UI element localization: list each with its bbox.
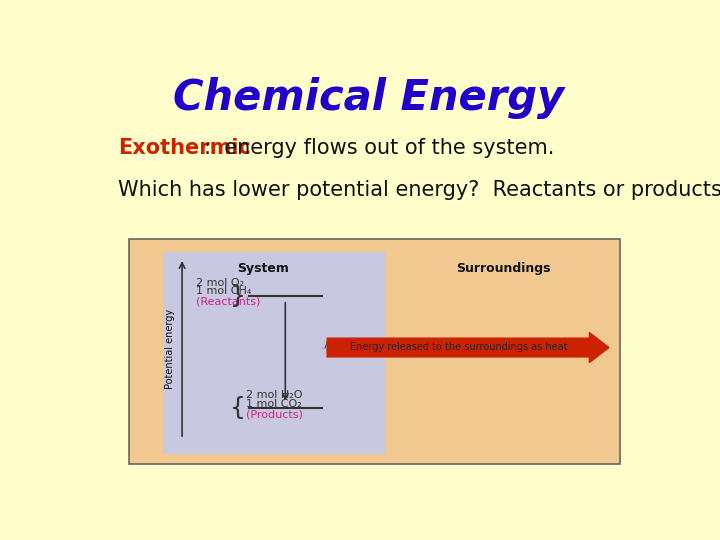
- Text: (Products): (Products): [246, 409, 303, 419]
- Text: :  energy flows out of the system.: : energy flows out of the system.: [204, 138, 555, 158]
- Text: 2 mol O₂: 2 mol O₂: [196, 278, 244, 288]
- Text: Exothermic: Exothermic: [118, 138, 251, 158]
- Text: (Reactants): (Reactants): [196, 297, 261, 307]
- FancyBboxPatch shape: [129, 239, 620, 464]
- Text: {: {: [230, 396, 246, 420]
- FancyArrow shape: [327, 333, 609, 362]
- Text: 1 mol CO₂: 1 mol CO₂: [246, 399, 302, 409]
- Text: Potential energy: Potential energy: [165, 308, 175, 389]
- Text: }: }: [230, 284, 246, 308]
- Text: Chemical Energy: Chemical Energy: [174, 77, 564, 119]
- Text: System: System: [237, 262, 289, 275]
- Text: Which has lower potential energy?  Reactants or products?: Which has lower potential energy? Reacta…: [118, 179, 720, 200]
- Text: Energy released to the surroundings as heat: Energy released to the surroundings as h…: [349, 342, 567, 352]
- Text: Δ(PE): Δ(PE): [324, 340, 354, 350]
- Text: 2 mol H₂O: 2 mol H₂O: [246, 390, 302, 400]
- FancyBboxPatch shape: [163, 252, 386, 454]
- Text: 1 mol CH₄: 1 mol CH₄: [196, 286, 251, 296]
- Text: Surroundings: Surroundings: [456, 262, 550, 275]
